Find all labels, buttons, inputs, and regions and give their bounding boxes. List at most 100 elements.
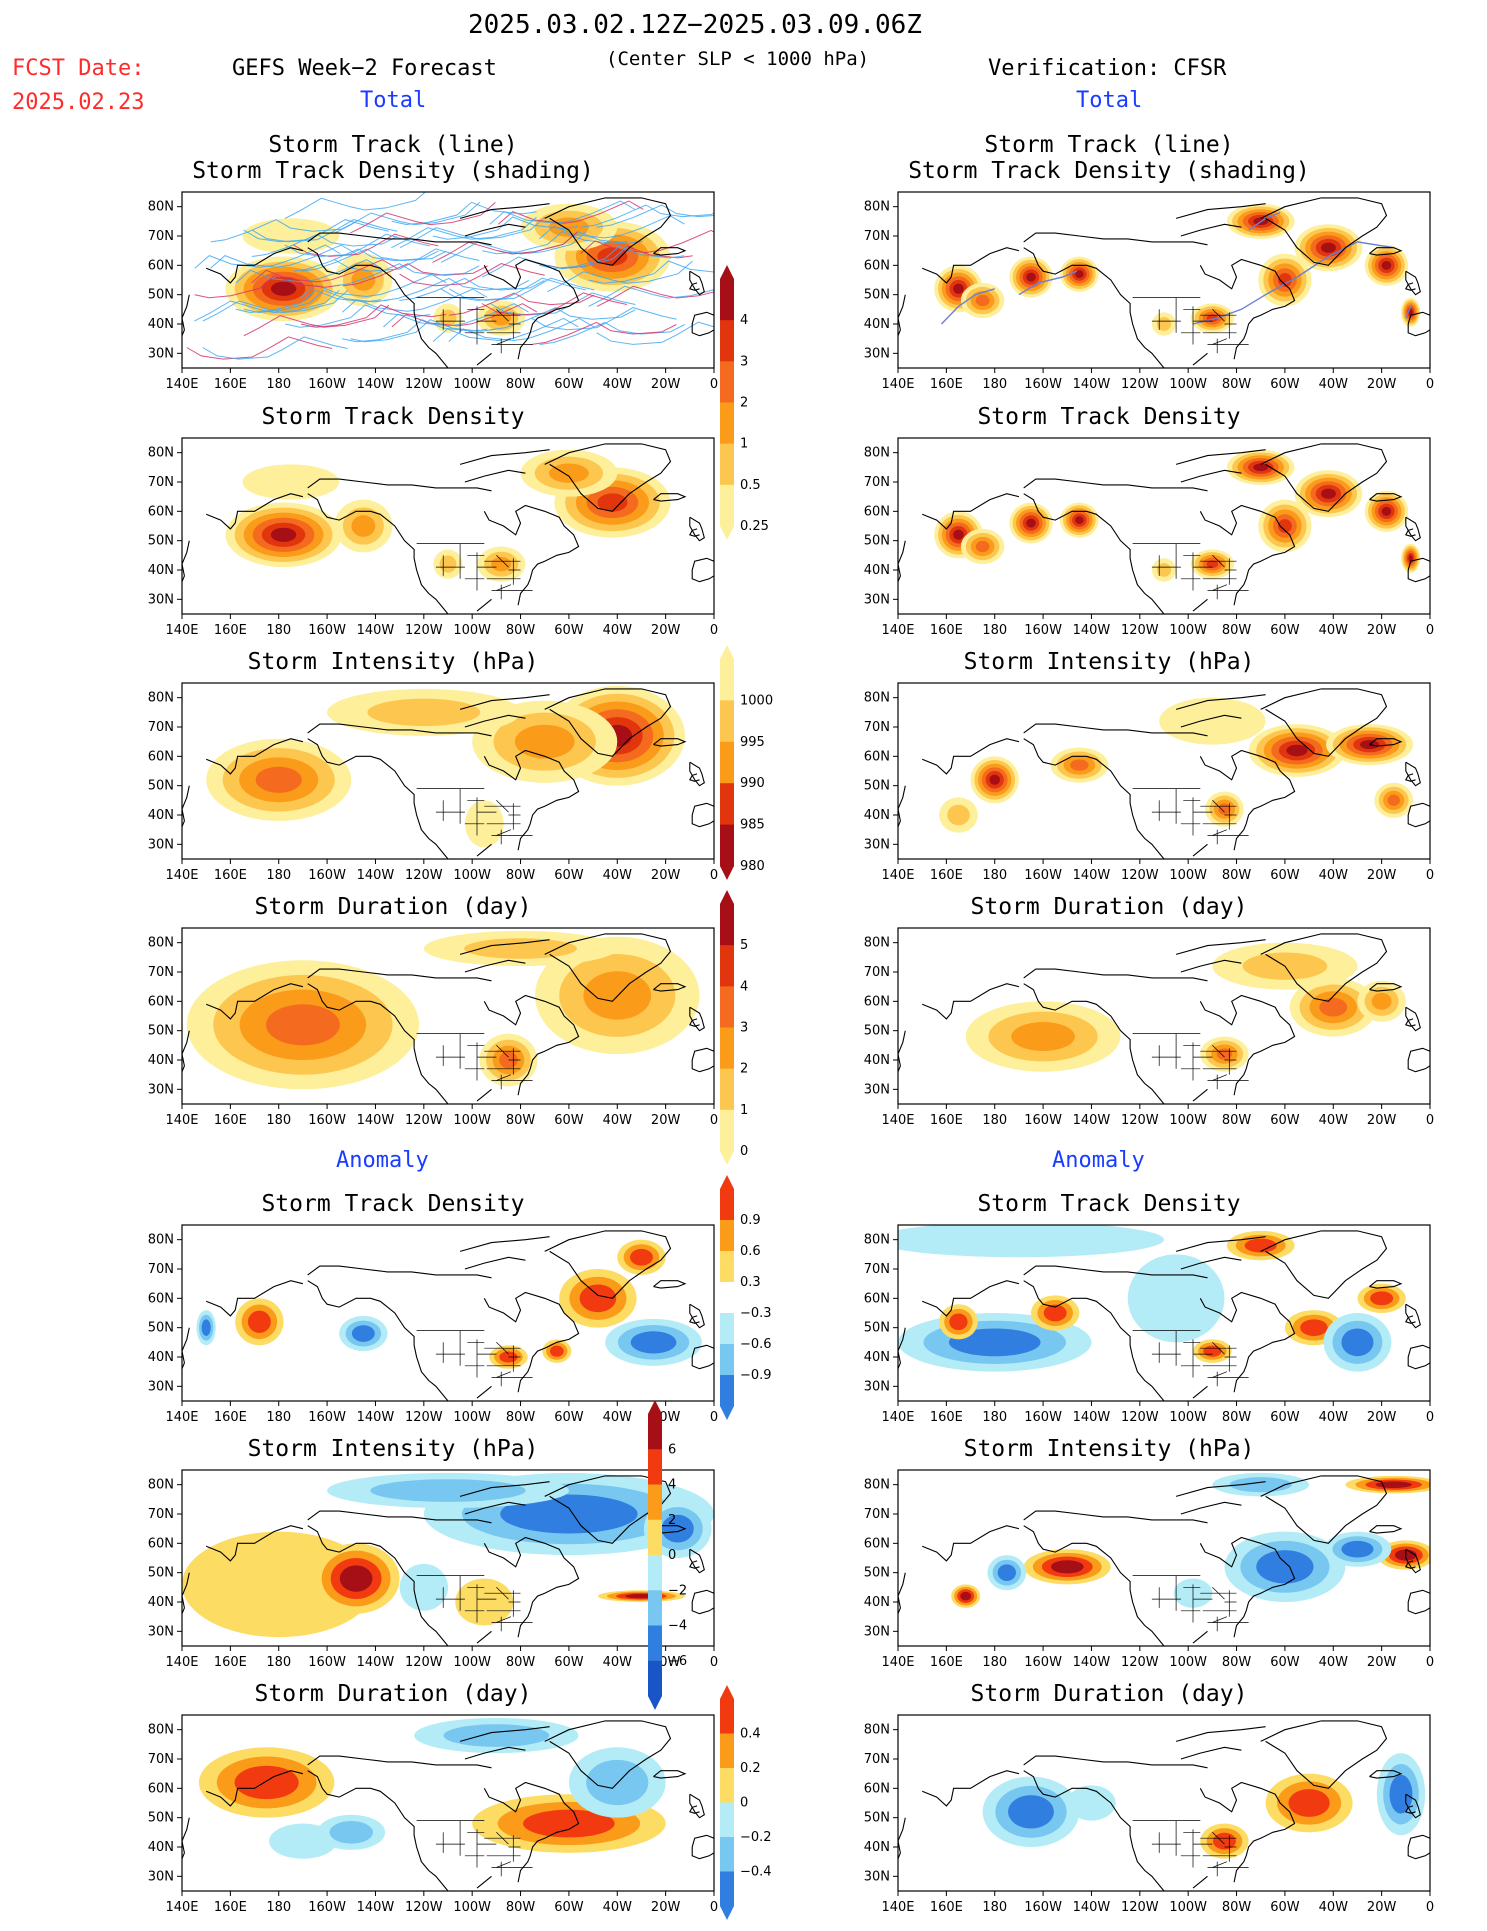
lon-label: 80W: [506, 1113, 536, 1128]
lon-label: 0: [1426, 1410, 1434, 1425]
lon-label: 120W: [405, 1655, 443, 1670]
total-label-right: Total: [1076, 88, 1143, 113]
coastline: [1180, 1501, 1242, 1515]
colorbar-segment: [720, 783, 734, 826]
storm-track-line: [531, 307, 677, 331]
state-border: [1212, 1587, 1225, 1600]
lat-label: 50N: [148, 1811, 174, 1826]
lon-label: 20W: [651, 623, 681, 638]
title-anom-intensity-left: Storm Intensity (hPa): [247, 1436, 539, 1462]
coastline: [476, 1385, 492, 1399]
lon-label: 140E: [881, 377, 914, 392]
coastline: [544, 197, 672, 266]
lat-label: 60N: [864, 1536, 890, 1551]
colorbar-segment: [720, 1189, 734, 1221]
storm-track-line: [301, 248, 447, 272]
colorbar-segment: [720, 1871, 734, 1907]
map-frame: [897, 1469, 1431, 1647]
colorbar-top-arrow: [720, 1175, 734, 1189]
lon-label: 100W: [1169, 623, 1207, 638]
coastline: [691, 557, 714, 583]
map-frame: [181, 1469, 715, 1647]
density-shading: [1156, 563, 1172, 577]
coastline: [1369, 1770, 1403, 1779]
coastline: [459, 1236, 550, 1252]
density-shading: [1159, 697, 1266, 745]
coastline: [459, 449, 550, 465]
lon-label: 160W: [308, 868, 346, 883]
anomaly-shading: [949, 1313, 968, 1331]
lat-label: 80N: [148, 446, 174, 461]
lon-label: 100W: [453, 868, 491, 883]
coastline: [307, 1755, 492, 1769]
colorbar-segment: [648, 1484, 662, 1521]
lon-label: 0: [710, 1410, 718, 1425]
anomaly-shading: [201, 1319, 211, 1337]
colorbar-label: 0.6: [740, 1244, 761, 1259]
lon-label: 140E: [881, 623, 914, 638]
storm-track-line: [210, 244, 356, 269]
coastline: [307, 968, 492, 982]
lon-label: 120W: [405, 1113, 443, 1128]
coastline: [1023, 968, 1208, 982]
coastline: [1023, 493, 1165, 614]
coastline: [688, 528, 700, 537]
colorbar-bottom-arrow: [720, 1151, 734, 1165]
coastline: [459, 1726, 550, 1742]
coastline: [1404, 282, 1416, 291]
lat-label: 80N: [148, 1478, 174, 1493]
lat-label: 60N: [148, 258, 174, 273]
map-fcst-intensity: 80N 70N 60N 50N 40N 30N 140E 160E 180 160W 140W 120…: [126, 682, 718, 899]
lon-label: 180: [982, 868, 1007, 883]
colorbar-bottom-arrow: [720, 526, 734, 540]
fcst-date-value: 2025.02.23: [12, 90, 145, 115]
colorbar-label: −4: [668, 1619, 687, 1634]
coastline: [307, 232, 492, 246]
coastline: [1405, 516, 1421, 542]
density-shading: [548, 463, 589, 483]
density-shading: [1278, 273, 1292, 287]
density-shading: [1381, 260, 1392, 270]
coastline: [1199, 749, 1296, 851]
colorbar-segment: [720, 320, 734, 362]
lat-label: 60N: [864, 258, 890, 273]
colorbar-segment: [720, 741, 734, 784]
colorbar-segment: [720, 1699, 734, 1734]
coastline: [483, 1781, 580, 1883]
coastline: [1023, 1265, 1208, 1279]
colorbar-label: 4: [668, 1478, 676, 1493]
lon-label: 40W: [603, 623, 633, 638]
density-shading: [439, 309, 457, 327]
density-shading: [1026, 518, 1036, 528]
lon-label: 40W: [1319, 1113, 1349, 1128]
lon-label: 60W: [1270, 1113, 1300, 1128]
coastline: [689, 270, 705, 296]
colorbar-segment: [720, 986, 734, 1028]
colorbar-top-arrow: [648, 1400, 662, 1414]
lon-label: 80W: [1222, 1900, 1252, 1915]
coastline: [1175, 694, 1266, 710]
density-shading: [1075, 516, 1084, 524]
lon-label: 60W: [554, 377, 584, 392]
map-obs-anom-duration: 80N 70N 60N 50N 40N 30N 140E 160E 180 160W 140W 120…: [842, 1714, 1434, 1931]
map-frame: [897, 682, 1431, 860]
state-border: [496, 1045, 509, 1058]
colorbar-label: 4: [740, 979, 748, 994]
coastline: [1023, 478, 1208, 492]
lon-label: 140E: [165, 868, 198, 883]
density-shading: [989, 774, 1001, 785]
map-obs-anom-density: 80N 70N 60N 50N 40N 30N 140E 160E 180 160W 140W 120…: [842, 1224, 1434, 1441]
coastline: [688, 773, 700, 782]
coastline: [1369, 983, 1403, 992]
coastline: [921, 983, 1020, 1020]
map-fcst-anom-duration: 80N 70N 60N 50N 40N 30N 140E 160E 180 160W 140W 120…: [126, 1714, 718, 1931]
colorbar-segment: [720, 904, 734, 946]
colorbar-total-intensity: 1000 995 990 985 980: [720, 645, 790, 880]
coastline: [1192, 598, 1208, 612]
coastline: [1023, 723, 1208, 737]
storm-track-line: [588, 260, 714, 284]
colorbar-label: 0.2: [740, 1761, 761, 1776]
coastline: [182, 1817, 190, 1859]
colorbar-segment: [720, 700, 734, 743]
density-shading: [1278, 519, 1292, 533]
